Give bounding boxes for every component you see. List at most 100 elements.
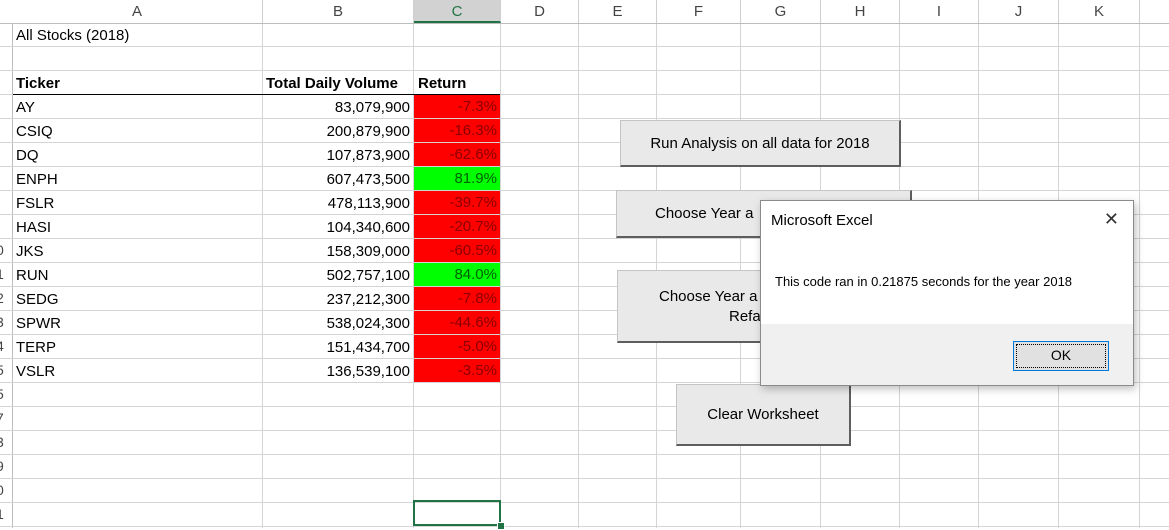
dialog-footer: OK bbox=[761, 324, 1133, 385]
volume-cell[interactable]: 83,079,900 bbox=[334, 99, 410, 116]
row-number[interactable]: 5 bbox=[0, 383, 8, 405]
column-header-bar: A B C D E F G H I J K bbox=[0, 0, 1169, 24]
row-number[interactable]: 4 bbox=[0, 335, 8, 357]
column-header-d[interactable]: D bbox=[501, 0, 579, 23]
gridline bbox=[0, 286, 1169, 287]
ticker-cell[interactable]: CSIQ bbox=[16, 123, 53, 140]
fill-handle[interactable] bbox=[497, 522, 505, 530]
gridline bbox=[0, 454, 1169, 455]
column-header-c[interactable]: C bbox=[414, 0, 501, 23]
choose-year-label: Choose Year a bbox=[655, 205, 754, 222]
active-cell[interactable] bbox=[413, 500, 501, 526]
volume-cell[interactable]: 104,340,600 bbox=[326, 219, 410, 236]
header-underline bbox=[13, 94, 500, 95]
run-analysis-button[interactable]: Run Analysis on all data for 2018 bbox=[620, 120, 901, 167]
row-number[interactable]: 3 bbox=[0, 431, 8, 453]
row-number[interactable]: 9 bbox=[0, 455, 8, 477]
column-header-j[interactable]: J bbox=[979, 0, 1059, 23]
volume-cell[interactable]: 136,539,100 bbox=[326, 363, 410, 380]
dialog-title: Microsoft Excel bbox=[771, 212, 873, 229]
row-number[interactable]: 1 bbox=[0, 503, 8, 525]
ticker-cell[interactable]: RUN bbox=[16, 267, 49, 284]
return-cell[interactable]: -20.7% bbox=[414, 215, 500, 238]
gridline bbox=[1139, 0, 1140, 528]
gridline bbox=[0, 406, 1169, 407]
gridline bbox=[0, 262, 1169, 263]
column-header-h[interactable]: H bbox=[821, 0, 900, 23]
ticker-cell[interactable]: DQ bbox=[16, 147, 39, 164]
row-number[interactable]: 1 bbox=[0, 263, 8, 285]
ticker-cell[interactable]: ENPH bbox=[16, 171, 58, 188]
gridline bbox=[656, 0, 657, 528]
ticker-cell[interactable]: AY bbox=[16, 99, 35, 116]
gridline bbox=[262, 0, 263, 528]
return-cell[interactable]: -16.3% bbox=[414, 119, 500, 142]
ok-focus-ring bbox=[1016, 344, 1106, 368]
row-number[interactable]: 0 bbox=[0, 479, 8, 501]
volume-cell[interactable]: 158,309,000 bbox=[326, 243, 410, 260]
gridline bbox=[0, 358, 1169, 359]
gridline bbox=[0, 214, 1169, 215]
column-header-i[interactable]: I bbox=[900, 0, 979, 23]
column-header-a[interactable]: A bbox=[12, 0, 263, 23]
volume-cell[interactable]: 200,879,900 bbox=[326, 123, 410, 140]
return-cell[interactable]: 81.9% bbox=[414, 167, 500, 190]
ticker-cell[interactable]: HASI bbox=[16, 219, 52, 236]
ticker-cell[interactable]: VSLR bbox=[16, 363, 56, 380]
volume-cell[interactable]: 502,757,100 bbox=[326, 267, 410, 284]
ticker-cell[interactable]: FSLR bbox=[16, 195, 55, 212]
gridline bbox=[0, 94, 1169, 95]
return-cell[interactable]: -5.0% bbox=[414, 335, 500, 358]
gridline bbox=[740, 0, 741, 528]
header-return[interactable]: Return bbox=[418, 75, 467, 92]
row-number[interactable]: 3 bbox=[0, 311, 8, 333]
ok-button[interactable]: OK bbox=[1013, 341, 1109, 371]
ticker-cell[interactable]: JKS bbox=[16, 243, 44, 260]
ticker-cell[interactable]: TERP bbox=[16, 339, 57, 356]
return-cell[interactable]: -62.6% bbox=[414, 143, 500, 166]
sheet-title-cell[interactable]: All Stocks (2018) bbox=[16, 27, 130, 44]
return-cell[interactable]: -7.3% bbox=[414, 95, 500, 118]
gridline bbox=[0, 118, 1169, 119]
ok-label: OK bbox=[1050, 347, 1072, 363]
gridline bbox=[0, 142, 1169, 143]
gridline bbox=[0, 478, 1169, 479]
volume-cell[interactable]: 151,434,700 bbox=[326, 339, 410, 356]
gridline bbox=[0, 166, 1169, 167]
header-ticker[interactable]: Ticker bbox=[16, 75, 60, 92]
volume-cell[interactable]: 478,113,900 bbox=[327, 195, 410, 212]
volume-cell[interactable]: 607,473,500 bbox=[326, 171, 410, 188]
header-volume[interactable]: Total Daily Volume bbox=[266, 75, 398, 92]
row-number[interactable]: 0 bbox=[0, 239, 8, 261]
clear-worksheet-button[interactable]: Clear Worksheet bbox=[676, 384, 851, 446]
gridline bbox=[0, 238, 1169, 239]
gridline bbox=[0, 190, 1169, 191]
column-header-e[interactable]: E bbox=[579, 0, 657, 23]
return-cell[interactable]: -44.6% bbox=[414, 311, 500, 334]
return-cell[interactable]: -7.8% bbox=[414, 287, 500, 310]
volume-cell[interactable]: 107,873,900 bbox=[326, 147, 410, 164]
return-cell[interactable]: -39.7% bbox=[414, 191, 500, 214]
row-number[interactable]: 7 bbox=[0, 407, 8, 429]
volume-cell[interactable]: 237,212,300 bbox=[326, 291, 410, 308]
column-header-b[interactable]: B bbox=[263, 0, 414, 23]
column-header-g[interactable]: G bbox=[741, 0, 821, 23]
return-cell[interactable]: -60.5% bbox=[414, 239, 500, 262]
column-header-f[interactable]: F bbox=[657, 0, 741, 23]
ticker-cell[interactable]: SEDG bbox=[16, 291, 59, 308]
gridline bbox=[413, 0, 414, 528]
column-header-k[interactable]: K bbox=[1059, 0, 1140, 23]
gridline bbox=[578, 0, 579, 528]
choose-year-refactored-label-1: Choose Year a bbox=[659, 288, 758, 305]
row-header-border bbox=[12, 0, 13, 528]
row-number[interactable]: 5 bbox=[0, 359, 8, 381]
row-number[interactable]: 2 bbox=[0, 287, 8, 309]
return-cell[interactable]: 84.0% bbox=[414, 263, 500, 286]
close-icon[interactable]: ✕ bbox=[1103, 209, 1119, 229]
volume-cell[interactable]: 538,024,300 bbox=[326, 315, 410, 332]
clear-worksheet-label: Clear Worksheet bbox=[707, 406, 819, 423]
ticker-cell[interactable]: SPWR bbox=[16, 315, 61, 332]
return-cell[interactable]: -3.5% bbox=[414, 359, 500, 382]
run-analysis-label: Run Analysis on all data for 2018 bbox=[650, 135, 870, 152]
